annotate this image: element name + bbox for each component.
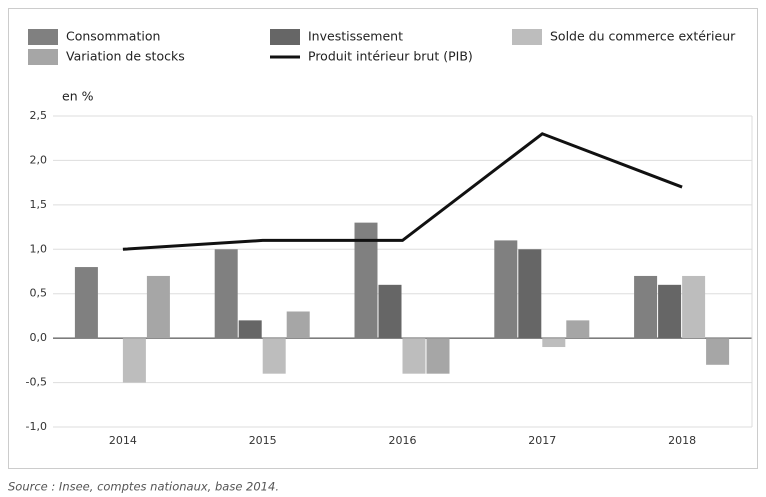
x-tick-label: 2018 — [668, 434, 696, 447]
x-tick-label: 2014 — [109, 434, 137, 447]
legend-label: Produit intérieur brut (PIB) — [308, 49, 473, 64]
bar — [658, 284, 682, 339]
y-tick-label: -0,5 — [26, 376, 47, 389]
x-tick-label: 2016 — [389, 434, 417, 447]
bar — [682, 275, 706, 339]
legend-swatch — [270, 29, 300, 45]
chart-frame — [8, 8, 758, 469]
bar — [214, 249, 238, 339]
x-tick-label: 2015 — [249, 434, 277, 447]
x-tick-label: 2017 — [528, 434, 556, 447]
source: Source : Insee, comptes nationaux, base … — [8, 480, 279, 494]
bar — [542, 338, 566, 348]
legend-label: Investissement — [308, 29, 403, 44]
legend-label: Variation de stocks — [66, 49, 185, 64]
legend-label: Consommation — [66, 29, 160, 44]
line — [122, 132, 683, 251]
legend-swatch — [512, 29, 542, 45]
bar — [426, 338, 450, 374]
legend-label: Solde du commerce extérieur — [550, 29, 736, 44]
bar — [378, 284, 402, 339]
bar — [286, 311, 310, 339]
bar — [518, 249, 542, 339]
y-tick-label: 2,0 — [30, 153, 48, 166]
bar — [74, 267, 98, 339]
bar — [566, 320, 590, 339]
y-tick-label: 2,5 — [30, 109, 48, 122]
bar — [262, 338, 286, 374]
y-tick-label: 0,5 — [30, 287, 48, 300]
bar — [122, 338, 146, 383]
y-tick-label: -1,0 — [26, 420, 47, 433]
bar — [634, 275, 658, 339]
legend-swatch — [28, 29, 58, 45]
y-tick-label: 0,0 — [30, 331, 48, 344]
bar — [146, 275, 170, 339]
bar — [354, 222, 378, 339]
bar — [238, 320, 262, 339]
bar — [494, 240, 518, 339]
y-axis-label: en % — [62, 89, 94, 104]
y-tick-label: 1,5 — [30, 198, 48, 211]
legend-swatch — [28, 49, 58, 65]
bar — [706, 338, 730, 365]
y-tick-label: 1,0 — [30, 242, 48, 255]
bar — [402, 338, 426, 374]
